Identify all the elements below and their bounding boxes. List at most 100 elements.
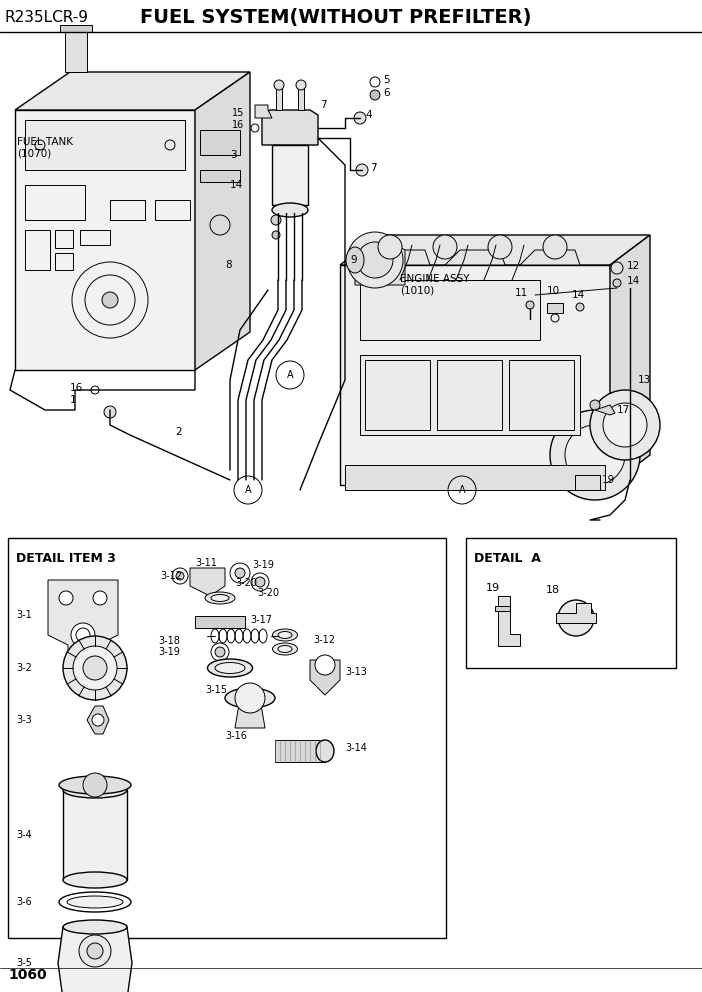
Circle shape xyxy=(176,572,184,580)
Polygon shape xyxy=(370,250,430,265)
Text: 12: 12 xyxy=(627,261,640,271)
Circle shape xyxy=(590,390,660,460)
Text: 3-18: 3-18 xyxy=(158,636,180,646)
Bar xyxy=(110,200,145,220)
Polygon shape xyxy=(272,145,308,205)
Text: 3-11: 3-11 xyxy=(195,558,217,568)
Text: 3-20: 3-20 xyxy=(235,578,257,588)
Polygon shape xyxy=(275,740,325,762)
Polygon shape xyxy=(190,568,225,596)
Text: 3-17: 3-17 xyxy=(250,615,272,625)
Ellipse shape xyxy=(63,782,127,798)
Polygon shape xyxy=(547,303,563,313)
Circle shape xyxy=(613,279,621,287)
Circle shape xyxy=(274,80,284,90)
Ellipse shape xyxy=(63,920,127,934)
Text: 9: 9 xyxy=(350,255,357,265)
Polygon shape xyxy=(48,580,118,660)
Circle shape xyxy=(354,112,366,124)
Polygon shape xyxy=(575,475,600,490)
Ellipse shape xyxy=(211,594,229,601)
Circle shape xyxy=(271,215,281,225)
Circle shape xyxy=(79,935,111,967)
Circle shape xyxy=(550,410,640,500)
Text: 7: 7 xyxy=(370,163,377,173)
Circle shape xyxy=(59,591,73,605)
Bar xyxy=(25,185,85,220)
Polygon shape xyxy=(195,72,250,370)
Text: 3-6: 3-6 xyxy=(16,897,32,907)
Bar xyxy=(365,360,430,430)
Polygon shape xyxy=(595,405,615,415)
Circle shape xyxy=(558,600,594,636)
Bar xyxy=(200,130,240,155)
Circle shape xyxy=(576,303,584,311)
Polygon shape xyxy=(520,250,580,265)
Text: 15: 15 xyxy=(232,108,244,118)
Ellipse shape xyxy=(225,688,275,708)
Circle shape xyxy=(215,647,225,657)
Circle shape xyxy=(235,568,245,578)
Polygon shape xyxy=(235,698,265,728)
Bar xyxy=(345,465,605,490)
Ellipse shape xyxy=(272,203,308,217)
Circle shape xyxy=(370,90,380,100)
Ellipse shape xyxy=(208,659,253,677)
Circle shape xyxy=(63,636,127,700)
Text: R235LCR-9: R235LCR-9 xyxy=(5,11,89,26)
Text: 3-19: 3-19 xyxy=(158,647,180,657)
Text: A: A xyxy=(286,370,293,380)
Text: 13: 13 xyxy=(638,375,651,385)
Polygon shape xyxy=(340,265,610,485)
Ellipse shape xyxy=(215,663,245,674)
Ellipse shape xyxy=(278,632,292,639)
Polygon shape xyxy=(610,235,650,485)
Polygon shape xyxy=(58,927,132,992)
Text: DETAIL  A: DETAIL A xyxy=(474,552,541,565)
Ellipse shape xyxy=(67,896,123,908)
Text: 3-12: 3-12 xyxy=(160,571,182,581)
Circle shape xyxy=(71,623,95,647)
Polygon shape xyxy=(63,790,127,880)
Text: 3-2: 3-2 xyxy=(16,663,32,673)
Circle shape xyxy=(83,656,107,680)
Text: 1: 1 xyxy=(70,395,77,405)
Bar xyxy=(25,120,185,170)
Text: 3-20: 3-20 xyxy=(257,588,279,598)
Circle shape xyxy=(488,235,512,259)
Polygon shape xyxy=(276,88,282,110)
Ellipse shape xyxy=(59,776,131,794)
Polygon shape xyxy=(310,660,340,695)
Polygon shape xyxy=(255,105,272,118)
Ellipse shape xyxy=(316,740,334,762)
Bar xyxy=(495,606,510,611)
Ellipse shape xyxy=(63,872,127,888)
Ellipse shape xyxy=(278,646,292,653)
Polygon shape xyxy=(65,32,87,72)
Text: A: A xyxy=(458,485,465,495)
Circle shape xyxy=(83,773,107,797)
Circle shape xyxy=(611,262,623,274)
Text: ENGINE ASSY
(1010): ENGINE ASSY (1010) xyxy=(400,274,470,296)
Text: 3-14: 3-14 xyxy=(345,743,367,753)
Circle shape xyxy=(357,242,393,278)
Polygon shape xyxy=(355,235,405,285)
Bar xyxy=(8,538,446,938)
Ellipse shape xyxy=(346,247,364,273)
Circle shape xyxy=(543,235,567,259)
Text: 6: 6 xyxy=(383,88,390,98)
Circle shape xyxy=(378,235,402,259)
Text: 2: 2 xyxy=(175,427,182,437)
Polygon shape xyxy=(262,110,318,145)
Text: 7: 7 xyxy=(320,100,326,110)
Circle shape xyxy=(235,683,265,713)
Text: 17: 17 xyxy=(617,405,630,415)
Polygon shape xyxy=(15,110,195,370)
Bar xyxy=(155,200,190,220)
Ellipse shape xyxy=(272,629,298,641)
Circle shape xyxy=(104,406,116,418)
Bar xyxy=(466,538,676,668)
Circle shape xyxy=(526,301,534,309)
Text: 3-19: 3-19 xyxy=(252,560,274,570)
Text: 14: 14 xyxy=(572,290,585,300)
